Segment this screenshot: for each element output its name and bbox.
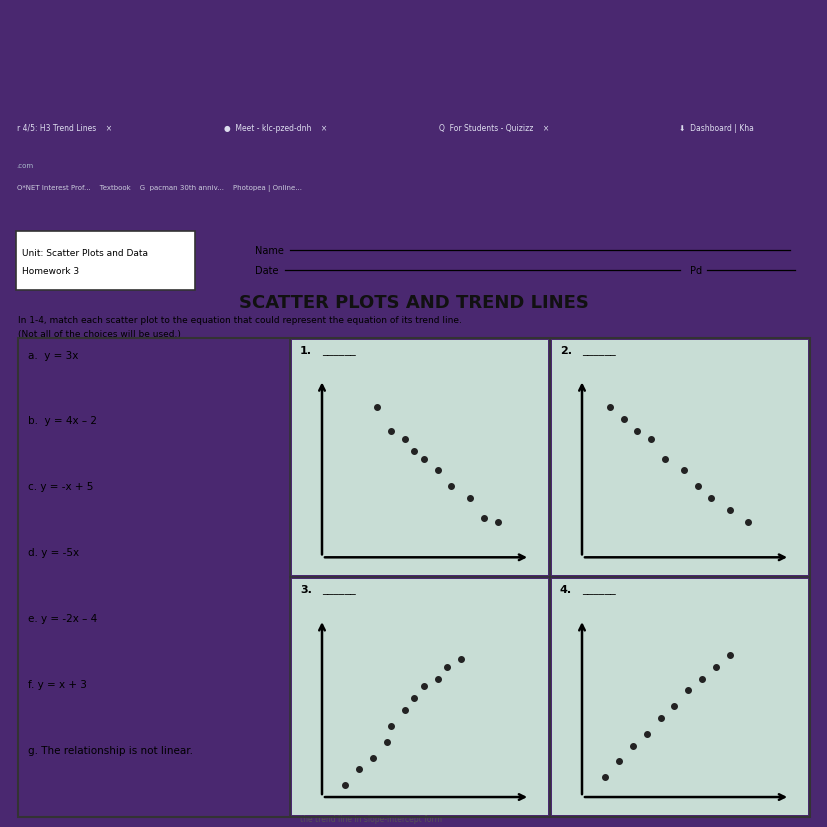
Bar xyxy=(292,580,547,815)
Text: ______: ______ xyxy=(322,585,356,595)
Text: c. y = -x + 5: c. y = -x + 5 xyxy=(28,482,93,492)
Text: SCATTER PLOTS AND TREND LINES: SCATTER PLOTS AND TREND LINES xyxy=(239,294,588,311)
Text: 3.: 3. xyxy=(299,585,312,595)
Text: f. y = x + 3: f. y = x + 3 xyxy=(28,679,87,690)
Bar xyxy=(552,580,807,815)
Text: Pd: Pd xyxy=(689,265,701,275)
Text: g. The relationship is not linear.: g. The relationship is not linear. xyxy=(28,745,193,755)
Bar xyxy=(18,338,809,817)
Text: ______: ______ xyxy=(322,345,356,355)
Text: Date: Date xyxy=(255,265,278,275)
Text: e. y = -2x – 4: e. y = -2x – 4 xyxy=(28,614,97,624)
Text: 2.: 2. xyxy=(559,345,571,355)
Text: b.  y = 4x – 2: b. y = 4x – 2 xyxy=(28,416,97,426)
Text: Unit: Scatter Plots and Data: Unit: Scatter Plots and Data xyxy=(22,248,148,257)
Text: 1.: 1. xyxy=(299,345,312,355)
Text: Q  For Students - Quizizz    ×: Q For Students - Quizizz × xyxy=(438,123,548,132)
Text: ●  Meet - klc-pzed-dnh    ×: ● Meet - klc-pzed-dnh × xyxy=(223,123,327,132)
Text: Homework 3: Homework 3 xyxy=(22,266,79,275)
Text: ______: ______ xyxy=(581,345,615,355)
Text: (Not all of the choices will be used.): (Not all of the choices will be used.) xyxy=(18,329,180,338)
Text: 4.: 4. xyxy=(559,585,571,595)
Text: a.  y = 3x: a. y = 3x xyxy=(28,350,79,360)
Text: the trend line in slope-intercept form: the trend line in slope-intercept form xyxy=(299,814,442,823)
Text: ⬇  Dashboard | Kha: ⬇ Dashboard | Kha xyxy=(678,123,753,132)
Text: d. y = -5x: d. y = -5x xyxy=(28,547,79,557)
Text: O*NET Interest Prof...    Textbook    G  pacman 30th anniv...    Photopea | Onli: O*NET Interest Prof... Textbook G pacman… xyxy=(17,184,301,192)
Bar xyxy=(552,340,807,576)
Bar xyxy=(292,340,547,576)
Text: r 4/5: H3 Trend Lines    ×: r 4/5: H3 Trend Lines × xyxy=(17,123,112,132)
Text: ______: ______ xyxy=(581,585,615,595)
Text: .com: .com xyxy=(17,162,34,169)
Text: In 1-4, match each scatter plot to the equation that could represent the equatio: In 1-4, match each scatter plot to the e… xyxy=(18,315,461,324)
FancyBboxPatch shape xyxy=(16,232,195,290)
Text: Name: Name xyxy=(255,246,284,256)
